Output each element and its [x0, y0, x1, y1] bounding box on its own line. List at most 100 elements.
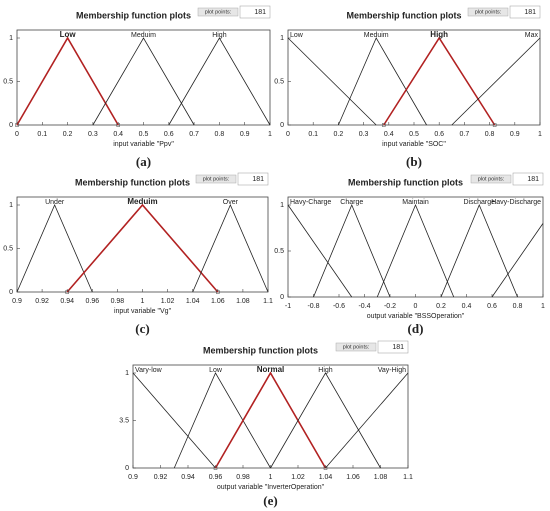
x-tick-label: 1.06 — [211, 298, 225, 305]
membership-function — [132, 372, 216, 469]
membership-function — [214, 371, 327, 469]
x-tick-label: 0.9 — [510, 131, 520, 138]
x-tick-label: -0.8 — [307, 303, 319, 310]
y-tick-label: 1 — [280, 202, 284, 209]
plot-points-box — [335, 342, 377, 352]
function-label: Low — [60, 30, 77, 39]
vertex-marker — [492, 123, 497, 127]
caption: (a) — [136, 154, 151, 169]
function-label: High — [318, 367, 333, 374]
x-tick-label: 0.1 — [37, 131, 47, 138]
membership-function — [451, 37, 541, 126]
x-tick-label: 0.7 — [189, 131, 199, 138]
x-axis-label: input variable "Ppv" — [113, 141, 174, 148]
membership-function — [313, 203, 391, 298]
membership-function — [16, 203, 93, 293]
function-label: Vary-low — [135, 367, 163, 374]
membership-function — [168, 37, 271, 126]
y-tick-label: 0.5 — [274, 78, 284, 85]
vertex-marker — [116, 123, 120, 127]
x-tick-label: 0.1 — [308, 131, 318, 138]
membership-function — [383, 36, 496, 126]
x-tick-label: 0.94 — [181, 474, 195, 481]
x-tick-label: 1 — [538, 131, 542, 138]
x-tick-label: 0.8 — [513, 303, 523, 310]
function-label: Vay-High — [378, 367, 406, 374]
function-label: Havy-Charge — [290, 199, 331, 206]
y-tick-label: 1 — [9, 35, 13, 42]
plot-frame — [16, 196, 269, 293]
x-tick-label: 0.8 — [485, 131, 495, 138]
x-tick-label: 1.06 — [346, 474, 360, 481]
x-tick-label: 0.9 — [240, 131, 250, 138]
x-tick-label: 1.02 — [161, 298, 175, 305]
function-label: Normal — [257, 365, 285, 374]
caption: (c) — [135, 321, 149, 336]
x-tick-label: -0.4 — [358, 303, 370, 310]
x-axis-label: input variable "Vg" — [114, 308, 172, 315]
membership-function — [287, 204, 353, 298]
x-tick-label: 0.4 — [462, 303, 472, 310]
chart-title: Membership function plots — [203, 345, 318, 355]
function-label: Havy-Discharge — [491, 199, 541, 206]
y-tick-label: 1 — [125, 370, 129, 377]
x-tick-label: 0 — [414, 303, 418, 310]
x-tick-label: 0.96 — [209, 474, 223, 481]
function-label: High — [430, 30, 448, 39]
plot-points-box — [197, 7, 239, 17]
membership-function — [173, 372, 271, 469]
caption: (b) — [406, 154, 422, 169]
x-tick-label: 0.6 — [434, 131, 444, 138]
x-tick-label: 1.08 — [374, 474, 388, 481]
plot-points-label: plot points: — [205, 9, 232, 15]
x-tick-label: 0.2 — [63, 131, 73, 138]
x-tick-label: 0.5 — [139, 131, 149, 138]
x-tick-label: 1 — [541, 303, 545, 310]
y-tick-label: 0 — [9, 289, 13, 296]
membership-function — [16, 36, 119, 126]
membership-function — [491, 223, 544, 298]
function-label: Maintain — [402, 199, 429, 206]
vertex-marker — [216, 290, 220, 294]
x-tick-label: 0.6 — [164, 131, 174, 138]
x-tick-label: 1 — [268, 131, 272, 138]
plot-points-field — [512, 172, 544, 186]
plot-points-value: 181 — [252, 176, 264, 183]
x-tick-label: 1.1 — [263, 298, 273, 305]
chart-title: Membership function plots — [75, 177, 190, 187]
plot-points-box — [195, 174, 237, 184]
x-tick-label: 0.96 — [85, 298, 99, 305]
plot-points-box — [470, 174, 512, 184]
x-tick-label: 0.2 — [334, 131, 344, 138]
function-label: Meduim — [364, 32, 389, 39]
plot-points-field — [377, 340, 409, 354]
y-tick-label: 0 — [125, 465, 129, 472]
function-label: Low — [290, 32, 304, 39]
plot-points-label: plot points: — [203, 176, 230, 182]
membership-function — [338, 37, 427, 126]
plot-frame — [287, 196, 544, 298]
plot-points-field — [239, 5, 271, 19]
function-label: Low — [209, 367, 223, 374]
plot-points-box — [467, 7, 509, 17]
y-tick-label: 3.5 — [119, 417, 129, 424]
caption: (d) — [408, 321, 424, 336]
function-label: Under — [45, 199, 65, 206]
vertex-marker — [213, 466, 218, 470]
plot-points-value: 181 — [527, 176, 539, 183]
plot-frame — [16, 29, 271, 126]
caption: (e) — [263, 493, 277, 508]
membership-function — [376, 203, 455, 298]
x-tick-label: 0.3 — [88, 131, 98, 138]
plot-points-label: plot points: — [343, 344, 370, 350]
plot-points-label: plot points: — [475, 9, 502, 15]
y-tick-label: 0 — [280, 294, 284, 301]
x-tick-label: 0.98 — [111, 298, 125, 305]
x-tick-label: 0.7 — [460, 131, 470, 138]
membership-function — [66, 203, 219, 293]
x-tick-label: 0.4 — [384, 131, 394, 138]
x-axis-label: output variable "InverterOperation" — [217, 484, 325, 491]
plot-points-value: 181 — [524, 9, 536, 16]
x-tick-label: -0.2 — [384, 303, 396, 310]
chart-title: Membership function plots — [348, 177, 463, 187]
